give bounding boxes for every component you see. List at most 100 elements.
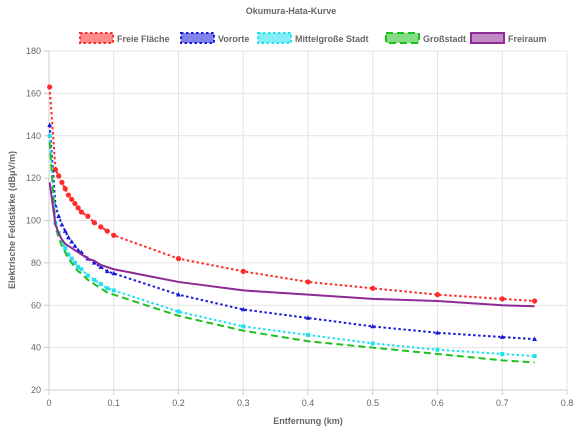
data-point bbox=[104, 228, 110, 234]
axes: 20 40 60 80 100 120 140 160 180 0 0.1 0.2 0.3 0.4 0.5 0… bbox=[26, 46, 573, 408]
x-tick-label: 0 bbox=[46, 398, 51, 408]
legend-swatch bbox=[385, 32, 420, 44]
data-point bbox=[72, 243, 78, 248]
x-tick-label: 0.1 bbox=[107, 398, 120, 408]
legend-item[interactable]: Vororte bbox=[180, 32, 249, 44]
y-tick-label: 160 bbox=[26, 88, 41, 98]
data-point bbox=[85, 273, 90, 278]
data-point bbox=[111, 232, 117, 238]
series-line bbox=[48, 135, 535, 358]
series-0 bbox=[47, 84, 538, 304]
x-tick-label: 0.6 bbox=[431, 398, 444, 408]
series-1 bbox=[47, 122, 538, 341]
legend-label: Freiraum bbox=[508, 34, 547, 44]
data-point bbox=[75, 205, 81, 211]
data-point bbox=[435, 347, 440, 352]
data-point bbox=[176, 309, 181, 314]
y-tick-label: 140 bbox=[26, 131, 41, 141]
legend-swatch bbox=[470, 32, 505, 44]
x-tick-label: 0.8 bbox=[561, 398, 574, 408]
data-point bbox=[98, 282, 103, 287]
x-tick-label: 0.5 bbox=[366, 398, 379, 408]
legend-label: Großstadt bbox=[423, 34, 466, 44]
data-point bbox=[435, 330, 440, 335]
data-point bbox=[499, 334, 505, 339]
x-tick-label: 0.2 bbox=[172, 398, 185, 408]
data-point bbox=[59, 222, 65, 227]
data-point bbox=[85, 213, 91, 219]
data-point bbox=[52, 167, 59, 173]
x-tick-label: 0.4 bbox=[302, 398, 315, 408]
data-point bbox=[105, 286, 110, 291]
legend-swatch bbox=[79, 32, 114, 44]
y-tick-label: 80 bbox=[31, 258, 41, 268]
data-point bbox=[63, 246, 68, 251]
data-point bbox=[175, 256, 182, 262]
data-point bbox=[59, 239, 64, 244]
data-point bbox=[47, 133, 52, 138]
data-point bbox=[306, 332, 310, 337]
y-tick-label: 180 bbox=[26, 46, 41, 56]
legend-label: Vororte bbox=[218, 34, 249, 44]
data-point bbox=[240, 306, 246, 312]
data-point bbox=[69, 239, 75, 244]
legend-item[interactable]: Mittelgroße Stadt bbox=[257, 32, 369, 44]
data-point bbox=[76, 265, 81, 270]
legend-item[interactable]: Großstadt bbox=[385, 32, 466, 44]
legend-label: Mittelgroße Stadt bbox=[295, 34, 369, 44]
series-3 bbox=[48, 142, 535, 364]
x-axis-title: Entfernung (km) bbox=[273, 416, 343, 426]
data-point bbox=[47, 122, 53, 127]
data-point bbox=[434, 292, 441, 298]
legend-swatch bbox=[180, 32, 215, 44]
data-point bbox=[56, 213, 62, 219]
y-axis-title: Elektrische Feldstärke (dBμV/m) bbox=[7, 151, 17, 289]
x-tick-label: 0.7 bbox=[496, 398, 509, 408]
data-point bbox=[92, 277, 97, 282]
data-point bbox=[111, 270, 117, 276]
data-point bbox=[91, 260, 97, 265]
y-tick-label: 60 bbox=[31, 300, 41, 310]
data-point bbox=[111, 288, 116, 293]
y-tick-label: 100 bbox=[26, 216, 41, 226]
data-point bbox=[66, 234, 71, 240]
series-line bbox=[48, 86, 535, 303]
data-point bbox=[56, 173, 62, 179]
data-point bbox=[532, 298, 538, 304]
data-point bbox=[370, 341, 375, 346]
data-point bbox=[176, 292, 181, 297]
data-point bbox=[78, 209, 84, 215]
chart-title: Okumura-Hata-Kurve bbox=[246, 6, 337, 16]
data-point bbox=[500, 351, 505, 356]
data-point bbox=[79, 267, 84, 272]
legend[interactable]: Freie Fläche Vororte Mittelgroße Stadt Groß… bbox=[79, 32, 547, 44]
grid bbox=[48, 50, 568, 391]
data-point bbox=[62, 186, 68, 192]
data-point bbox=[240, 268, 246, 274]
series-4 bbox=[48, 182, 535, 308]
series-line bbox=[48, 182, 535, 308]
legend-item[interactable]: Freiraum bbox=[470, 32, 547, 44]
data-point bbox=[65, 192, 72, 198]
data-point bbox=[305, 315, 311, 320]
series-group bbox=[47, 84, 538, 364]
data-point bbox=[91, 220, 97, 226]
legend-label: Freie Fläche bbox=[117, 34, 170, 44]
data-point bbox=[104, 268, 110, 274]
x-tick-label: 0.3 bbox=[237, 398, 250, 408]
data-point bbox=[72, 200, 78, 207]
data-point bbox=[532, 336, 538, 341]
series-2 bbox=[47, 133, 537, 359]
legend-swatch bbox=[257, 32, 292, 44]
data-point bbox=[98, 264, 104, 269]
data-point bbox=[499, 296, 505, 302]
legend-item[interactable]: Freie Fläche bbox=[79, 32, 170, 44]
series-line bbox=[48, 142, 535, 364]
data-point bbox=[305, 279, 311, 285]
series-line bbox=[48, 125, 535, 341]
data-point bbox=[69, 196, 75, 202]
data-point bbox=[370, 285, 376, 291]
data-point bbox=[72, 260, 77, 265]
data-point bbox=[98, 224, 104, 230]
y-tick-label: 40 bbox=[31, 343, 41, 353]
